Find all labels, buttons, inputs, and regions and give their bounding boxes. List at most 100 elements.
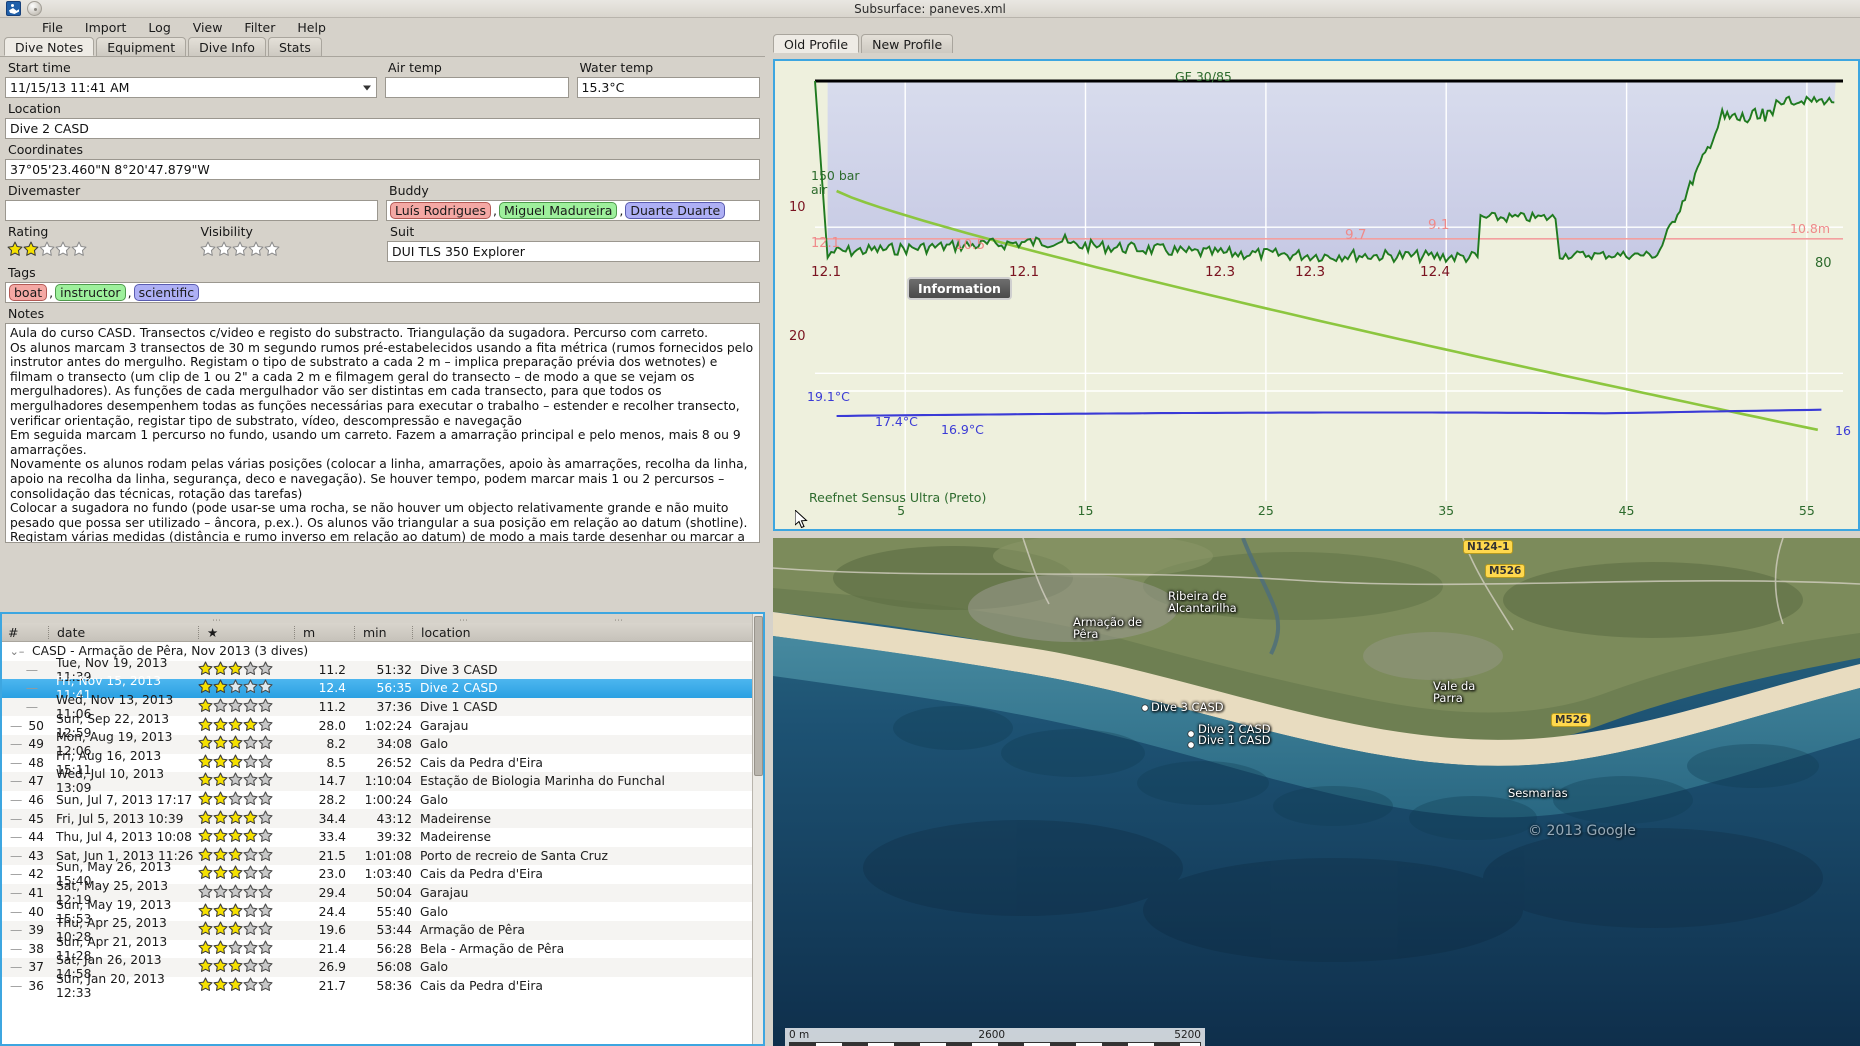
- star-icon: [228, 698, 243, 713]
- tag-chip[interactable]: boat: [9, 284, 48, 301]
- star-icon[interactable]: [232, 241, 248, 257]
- table-row[interactable]: —40 Sun, May 19, 2013 15:53 24.4 55:40 Galo: [2, 898, 763, 926]
- menu-view[interactable]: View: [192, 20, 223, 35]
- location-input[interactable]: Dive 2 CASD: [5, 118, 760, 139]
- table-row[interactable]: —44 Thu, Jul 4, 2013 10:08 33.4 39:32 Madeir…: [2, 827, 763, 847]
- cell-date: Sat, May 25, 2013 12:19: [56, 879, 169, 908]
- star-icon[interactable]: [39, 241, 55, 257]
- information-button[interactable]: Information: [907, 277, 1012, 300]
- menu-import[interactable]: Import: [84, 20, 127, 35]
- water-temp-input[interactable]: 15.3°C: [576, 77, 761, 98]
- cell-duration: 1:10:04: [364, 774, 412, 789]
- star-icon: [258, 847, 273, 861]
- cell-date: Sun, Jan 20, 2013 12:33: [56, 971, 165, 1000]
- column-splitter[interactable]: ⋯: [614, 616, 624, 626]
- tab-equipment[interactable]: Equipment: [96, 37, 187, 56]
- table-row[interactable]: —50 Sun, Sep 22, 2013 12:59 28.0 1:02:24 Gar…: [2, 712, 763, 740]
- rating-stars[interactable]: [7, 241, 190, 257]
- cell-rating: [198, 865, 294, 883]
- col-header-depth[interactable]: m: [294, 625, 354, 639]
- dive-location-map[interactable]: Ribeira de Alcantarilha Armação de Pêra …: [773, 538, 1860, 1046]
- expand-collapse-icon[interactable]: ⌄–: [9, 644, 25, 658]
- visibility-stars[interactable]: [200, 241, 380, 257]
- dive-list[interactable]: ⋯ ⋯ ⋯ # date ★ m min location ⌄– CASD - A…: [0, 612, 765, 1046]
- dive-profile-chart[interactable]: GF 30/85 150 bar air 10 20 80 10.8m 12.1…: [773, 59, 1860, 531]
- column-splitter[interactable]: ⋯: [212, 616, 222, 626]
- table-row[interactable]: — Fri, Nov 15, 2013 11:41 12.4 56:35 Dive 2 …: [2, 674, 763, 702]
- profile-tabbar[interactable]: Old Profile New Profile: [768, 33, 1860, 53]
- tags-input[interactable]: boat, instructor, scientific: [5, 282, 760, 303]
- table-row[interactable]: —49 Mon, Aug 19, 2013 12:06 8.2 34:08 Galo: [2, 730, 763, 758]
- col-header-duration[interactable]: min: [354, 625, 412, 639]
- road-badge-m526-a: M526: [1485, 564, 1526, 578]
- tab-dive-notes[interactable]: Dive Notes: [4, 37, 95, 56]
- star-icon: [258, 791, 273, 806]
- star-icon[interactable]: [216, 241, 232, 257]
- star-icon: [198, 735, 213, 750]
- tab-old-profile[interactable]: Old Profile: [773, 34, 860, 53]
- star-icon: [198, 810, 213, 824]
- table-row[interactable]: —43 Sat, Jun 1, 2013 11:26 21.5 1:01:08 Port…: [2, 846, 763, 866]
- divemaster-input[interactable]: [5, 200, 378, 221]
- coordinates-input[interactable]: 37°05'23.460"N 8°20'47.879"W: [5, 159, 760, 180]
- table-row[interactable]: —47 Wed, Jul 10, 2013 13:09 14.7 1:10:04 Est…: [2, 767, 763, 795]
- menu-log[interactable]: Log: [148, 20, 171, 35]
- air-temp-input[interactable]: [384, 77, 569, 98]
- dive-group-row[interactable]: ⌄– CASD - Armação de Pêra, Nov 2013 (3 di…: [2, 642, 763, 661]
- star-icon: [213, 754, 228, 768]
- star-icon: [213, 810, 228, 824]
- table-row[interactable]: —42 Sun, May 26, 2013 15:40 23.0 1:03:40 Cai…: [2, 860, 763, 888]
- buddy-tag[interactable]: Luís Rodrigues: [390, 202, 492, 219]
- dive-list-scroll-thumb[interactable]: [754, 616, 763, 776]
- suit-input[interactable]: DUI TLS 350 Explorer: [387, 241, 760, 262]
- buddy-input[interactable]: Luís Rodrigues, Miguel Madureira, Duarte…: [386, 200, 760, 221]
- column-splitter-row[interactable]: ⋯ ⋯ ⋯: [2, 614, 763, 626]
- star-icon[interactable]: [23, 241, 39, 257]
- cell-duration: 1:02:24: [364, 718, 412, 733]
- dive-list-panel[interactable]: ⋯ ⋯ ⋯ # date ★ m min location ⌄– CASD - A…: [0, 612, 765, 1046]
- dive-list-header[interactable]: # date ★ m min location: [2, 623, 763, 642]
- table-row[interactable]: —37 Sat, Jan 26, 2013 14:58 26.9 56:08 Galo: [2, 953, 763, 981]
- menubar[interactable]: File Import Log View Filter Help: [0, 18, 1860, 37]
- star-icon: [258, 717, 273, 731]
- table-row[interactable]: —41 Sat, May 25, 2013 12:19 29.4 50:04 Garaj…: [2, 879, 763, 907]
- table-row[interactable]: —45 Fri, Jul 5, 2013 10:39 34.4 43:12 Madeir…: [2, 809, 763, 828]
- main-tabbar[interactable]: Dive Notes Equipment Dive Info Stats: [0, 37, 765, 57]
- table-row[interactable]: —46 Sun, Jul 7, 2013 17:17 28.2 1:00:24 Galo: [2, 790, 763, 810]
- start-time-input[interactable]: 11/15/13 11:41 AM: [5, 77, 377, 98]
- star-icon[interactable]: [7, 241, 23, 257]
- tab-stats[interactable]: Stats: [267, 37, 322, 56]
- menu-filter[interactable]: Filter: [244, 20, 276, 35]
- tag-chip[interactable]: instructor: [55, 284, 126, 301]
- col-header-rating[interactable]: ★: [198, 625, 294, 639]
- table-row[interactable]: — Tue, Nov 19, 2013 11:39 11.2 51:32 Dive 3 …: [2, 656, 763, 684]
- table-row[interactable]: —48 Fri, Aug 16, 2013 15:11 8.5 26:52 Cais d…: [2, 749, 763, 777]
- table-row[interactable]: —38 Sun, Apr 21, 2013 11:28 21.4 56:28 Bela …: [2, 935, 763, 963]
- menu-help[interactable]: Help: [297, 20, 326, 35]
- buddy-tag[interactable]: Duarte Duarte: [625, 202, 726, 219]
- table-row[interactable]: — Wed, Nov 13, 2013 11:06 11.2 37:36 Dive 1 …: [2, 693, 763, 721]
- buddy-tag[interactable]: Miguel Madureira: [499, 202, 618, 219]
- star-icon[interactable]: [248, 241, 264, 257]
- table-row[interactable]: —36 Sun, Jan 20, 2013 12:33 21.7 58:36 Cais …: [2, 972, 763, 1000]
- col-header-date[interactable]: date: [48, 625, 198, 639]
- tab-new-profile[interactable]: New Profile: [861, 34, 954, 53]
- cell-duration: 50:04: [376, 886, 412, 901]
- chevron-down-icon[interactable]: [362, 85, 371, 90]
- star-icon[interactable]: [264, 241, 280, 257]
- star-icon[interactable]: [200, 241, 216, 257]
- dive-list-scrollbar[interactable]: [752, 614, 763, 1044]
- dive-list-body[interactable]: ⌄– CASD - Armação de Pêra, Nov 2013 (3 di…: [2, 642, 763, 1000]
- col-header-location[interactable]: location: [412, 625, 471, 639]
- col-header-number[interactable]: #: [8, 624, 19, 640]
- notes-textarea[interactable]: Aula do curso CASD. Transectos c/video e…: [5, 323, 760, 543]
- tab-dive-info[interactable]: Dive Info: [188, 37, 266, 56]
- star-icon[interactable]: [55, 241, 71, 257]
- table-row[interactable]: —39 Thu, Apr 25, 2013 10:28 19.6 53:44 Armaç…: [2, 916, 763, 944]
- column-splitter[interactable]: ⋯: [459, 616, 469, 626]
- menu-file[interactable]: File: [42, 20, 63, 35]
- star-icon[interactable]: [71, 241, 87, 257]
- visibility-label: Visibility: [200, 224, 253, 239]
- temperature-annotation: 19.1°C: [807, 389, 850, 404]
- tag-chip[interactable]: scientific: [133, 284, 200, 301]
